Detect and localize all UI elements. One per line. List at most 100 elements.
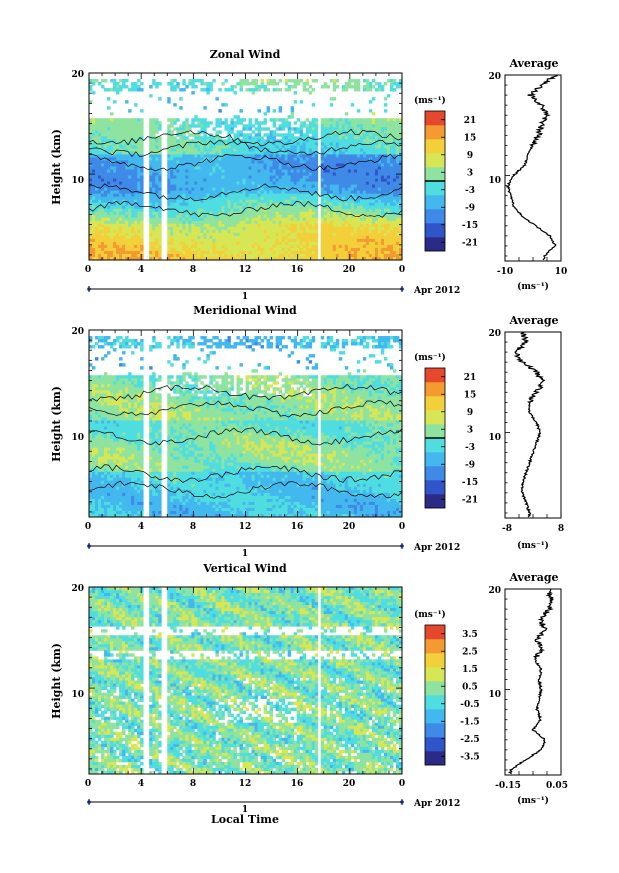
- heatmap-cell: [254, 247, 258, 252]
- heatmap-cell: [278, 163, 283, 167]
- heatmap-cell: [374, 151, 379, 155]
- heatmap-cell: [380, 214, 385, 219]
- heatmap-cell: [290, 136, 295, 140]
- heatmap-cell: [302, 238, 307, 243]
- heatmap-cell: [110, 172, 114, 176]
- heatmap-cell: [371, 169, 376, 173]
- heatmap-cell: [323, 133, 328, 137]
- heatmap-cell: [395, 193, 400, 198]
- colorbar-tick-label: 21: [464, 116, 477, 126]
- heatmap-cell: [203, 232, 207, 237]
- heatmap-cell: [347, 169, 352, 173]
- heatmap-cell: [221, 250, 225, 255]
- heatmap-cell: [137, 124, 141, 128]
- heatmap-cell: [140, 247, 144, 252]
- heatmap-cell: [380, 226, 385, 231]
- heatmap-cell: [302, 136, 307, 140]
- heatmap-cell: [347, 124, 352, 128]
- heatmap-cell: [206, 250, 210, 255]
- heatmap-cell: [206, 190, 210, 195]
- heatmap-cell: [320, 214, 325, 219]
- heatmap-cell: [248, 142, 252, 146]
- heatmap-cell: [182, 208, 186, 213]
- heatmap-cell: [107, 181, 111, 185]
- heatmap-cell: [179, 214, 183, 219]
- heatmap-cell: [314, 184, 319, 189]
- heatmap-cell: [182, 205, 186, 210]
- heatmap-cell: [101, 166, 105, 170]
- heatmap-cell: [386, 118, 391, 122]
- heatmap-cell: [284, 238, 289, 243]
- heatmap-cell: [338, 172, 343, 176]
- heatmap-cell: [182, 145, 186, 149]
- heatmap-cell: [335, 241, 340, 246]
- heatmap-cell: [233, 160, 237, 164]
- heatmap-cell: [257, 202, 261, 207]
- heatmap-cell: [230, 196, 234, 201]
- heatmap-cell: [389, 118, 394, 122]
- heatmap-cell: [338, 235, 343, 240]
- heatmap-cell: [245, 241, 249, 246]
- heatmap-cell: [257, 250, 261, 255]
- heatmap-cell: [335, 211, 340, 216]
- heatmap-cell: [206, 208, 210, 213]
- heatmap-cell: [347, 157, 352, 161]
- heatmap-cell: [125, 256, 129, 261]
- heatmap-cell: [137, 169, 141, 173]
- heatmap-cell: [215, 235, 219, 240]
- heatmap-cell: [128, 196, 132, 201]
- heatmap-cell: [230, 175, 234, 179]
- heatmap-cell: [275, 169, 280, 173]
- heatmap-cell: [338, 169, 343, 173]
- heatmap-cell: [227, 214, 231, 219]
- profile-x-tick: -10: [497, 267, 513, 277]
- heatmap-cell: [254, 238, 258, 243]
- heatmap-cell: [233, 163, 237, 167]
- heatmap-cell: [278, 241, 283, 246]
- heatmap-cell: [107, 166, 111, 170]
- heatmap-cell: [314, 130, 319, 134]
- heatmap-cell: [272, 217, 276, 222]
- heatmap-cell: [176, 196, 180, 201]
- heatmap-cell: [374, 139, 379, 143]
- heatmap-cell: [149, 166, 153, 170]
- heatmap-cell: [170, 82, 174, 86]
- heatmap-cell: [314, 202, 319, 207]
- heatmap-cell: [242, 124, 246, 128]
- heatmap-cell: [269, 253, 273, 258]
- heatmap-cell: [290, 208, 295, 213]
- heatmap-cell: [182, 232, 186, 237]
- heatmap-cell: [326, 118, 331, 122]
- heatmap-cell: [134, 184, 138, 189]
- heatmap-cell: [212, 148, 216, 152]
- heatmap-cell: [128, 121, 132, 125]
- heatmap-cell: [275, 238, 280, 243]
- heatmap-cell: [347, 151, 352, 155]
- heatmap-cell: [278, 235, 283, 240]
- heatmap-cell: [173, 229, 177, 234]
- heatmap-cell: [104, 247, 108, 252]
- heatmap-cell: [344, 238, 349, 243]
- heatmap-cell: [176, 235, 180, 240]
- heatmap-cell: [224, 142, 228, 146]
- heatmap-cell: [320, 220, 325, 225]
- heatmap-cell: [236, 118, 240, 122]
- heatmap-cell: [257, 166, 261, 170]
- heatmap-cell: [137, 205, 141, 210]
- heatmap-cell: [239, 232, 243, 237]
- heatmap-cell: [128, 226, 132, 231]
- heatmap-cell: [167, 244, 171, 249]
- heatmap-cell: [110, 229, 114, 234]
- heatmap-cell: [377, 190, 382, 195]
- heatmap-cell: [104, 196, 108, 201]
- heatmap-cell: [104, 250, 108, 255]
- heatmap-cell: [215, 136, 219, 140]
- heatmap-cell: [272, 142, 276, 146]
- heatmap-cell: [89, 205, 93, 210]
- heatmap-cell: [260, 169, 264, 173]
- heatmap-cell: [341, 148, 346, 152]
- heatmap-cell: [284, 169, 289, 173]
- heatmap-cell: [224, 220, 228, 225]
- heatmap-cell: [380, 205, 385, 210]
- heatmap-cell: [239, 205, 243, 210]
